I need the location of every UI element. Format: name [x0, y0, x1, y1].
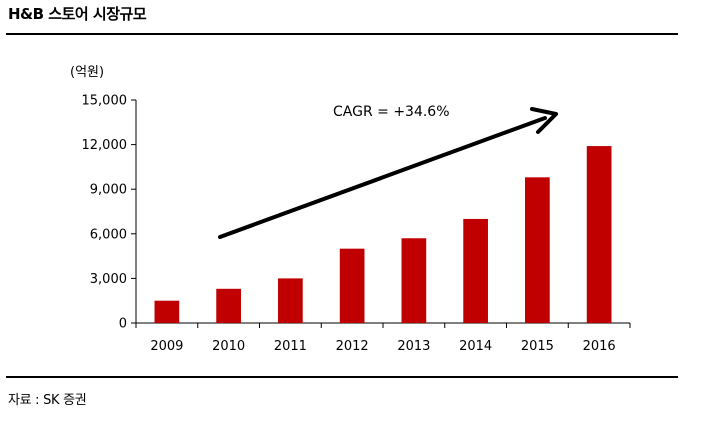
top-divider: [6, 33, 678, 35]
bar: [525, 177, 550, 323]
chart-title: H&B 스토어 시장규모: [8, 5, 147, 23]
x-tick-label: 2013: [397, 339, 430, 354]
source-note: 자료 : SK 증권: [8, 393, 87, 408]
y-axis: 0 3,000 6,000 9,000 12,000 15,000: [82, 94, 137, 332]
x-tick-labels: 2009 2010 2011 2012 2013 2014 2015 2016: [150, 339, 615, 354]
y-tick-label: 9,000: [90, 183, 127, 198]
bar: [154, 300, 180, 323]
cagr-annotation: CAGR = +34.6%: [333, 104, 450, 120]
x-tick-label: 2015: [521, 339, 554, 354]
cagr-arrow: [218, 107, 558, 239]
x-tick-label: 2012: [336, 339, 369, 354]
bar: [339, 248, 365, 323]
x-tick-label: 2016: [583, 339, 616, 354]
bottom-divider: [6, 376, 678, 378]
x-tick-label: 2009: [150, 339, 183, 354]
x-tick-label: 2014: [459, 339, 492, 354]
bar: [586, 146, 612, 323]
x-tick-label: 2010: [212, 339, 245, 354]
y-tick-label: 12,000: [82, 138, 128, 153]
cagr-arrow-shaft: [218, 116, 547, 239]
bar: [401, 238, 427, 323]
cagr-arrow-head: [530, 107, 558, 134]
x-axis: [135, 322, 631, 328]
bar: [278, 278, 303, 323]
bar: [463, 218, 488, 323]
y-tick-label: 0: [119, 317, 127, 332]
y-unit-label: (억원): [70, 65, 104, 80]
bar-series: [154, 146, 612, 323]
y-tick-label: 3,000: [90, 272, 127, 287]
bar: [216, 288, 241, 323]
y-tick-label: 6,000: [90, 227, 127, 242]
x-tick-label: 2011: [274, 339, 307, 354]
y-tick-label: 15,000: [82, 94, 128, 109]
